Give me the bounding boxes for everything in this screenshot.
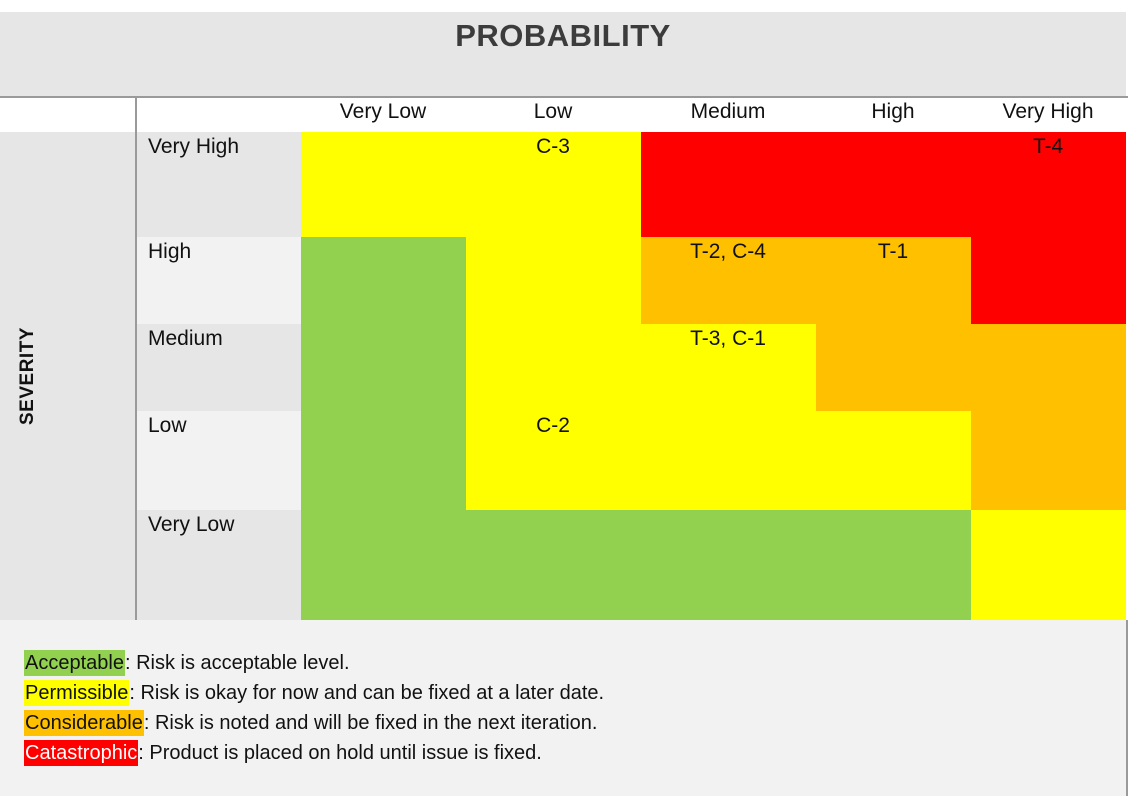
matrix-cell-permissible bbox=[971, 510, 1126, 620]
matrix-cell-acceptable bbox=[641, 510, 816, 620]
matrix-cell-considerable bbox=[971, 324, 1126, 411]
legend-key-considerable: Considerable bbox=[24, 710, 144, 736]
matrix-cell-catastrophic bbox=[641, 132, 816, 237]
severity-row-bg bbox=[137, 237, 301, 324]
severity-row-bg bbox=[137, 324, 301, 411]
matrix-cell-considerable bbox=[816, 324, 971, 411]
legend-key-permissible: Permissible bbox=[24, 680, 130, 706]
risk-id-label: T-3, C-1 bbox=[690, 327, 766, 350]
prob-header-high: High bbox=[871, 100, 915, 123]
matrix-cell-acceptable bbox=[301, 411, 466, 510]
matrix-cell-catastrophic bbox=[816, 132, 971, 237]
severity-label-very-low: Very Low bbox=[148, 513, 235, 536]
risk-id-label: C-2 bbox=[536, 414, 570, 437]
matrix-cell-acceptable bbox=[301, 237, 466, 324]
severity-label-medium: Medium bbox=[148, 327, 223, 350]
legend-description: : Risk is acceptable level. bbox=[124, 652, 350, 674]
severity-row-bg bbox=[137, 411, 301, 510]
probability-title: PROBABILITY bbox=[455, 18, 671, 53]
severity-label-high: High bbox=[148, 240, 192, 263]
severity-row-bg bbox=[137, 510, 301, 620]
header-divider bbox=[0, 96, 1128, 98]
legend-description: : Risk is okay for now and can be fixed … bbox=[129, 682, 605, 704]
prob-header-very-low: Very Low bbox=[339, 100, 427, 123]
severity-column bbox=[0, 132, 135, 620]
matrix-cell-permissible bbox=[466, 411, 641, 510]
matrix-cell-considerable bbox=[971, 411, 1126, 510]
matrix-cell-permissible bbox=[641, 324, 816, 411]
risk-id-label: T-4 bbox=[1032, 135, 1064, 158]
legend-item-acceptable: Acceptable: Risk is acceptable level. bbox=[24, 650, 350, 676]
severity-row-bg bbox=[137, 132, 301, 237]
matrix-cell-considerable bbox=[641, 237, 816, 324]
severity-axis-label: SEVERITY bbox=[17, 327, 38, 425]
legend-description: : Risk is noted and will be fixed in the… bbox=[143, 712, 598, 734]
risk-id-label: T-2, C-4 bbox=[690, 240, 766, 263]
legend-item-permissible: Permissible: Risk is okay for now and ca… bbox=[24, 680, 604, 706]
severity-divider bbox=[135, 96, 137, 620]
prob-header-very-high: Very High bbox=[1002, 100, 1094, 123]
legend-panel bbox=[0, 620, 1126, 796]
severity-label-very-high: Very High bbox=[148, 135, 240, 158]
legend-key-acceptable: Acceptable bbox=[24, 650, 125, 676]
matrix-cell-acceptable bbox=[301, 510, 466, 620]
matrix-cell-permissible bbox=[466, 237, 641, 324]
matrix-cell-acceptable bbox=[466, 510, 641, 620]
risk-id-label: C-3 bbox=[536, 135, 570, 158]
prob-header-low: Low bbox=[533, 100, 573, 123]
matrix-cell-catastrophic bbox=[971, 132, 1126, 237]
matrix-cell-catastrophic bbox=[971, 237, 1126, 324]
prob-header-medium: Medium bbox=[690, 100, 766, 123]
matrix-cell-permissible bbox=[301, 132, 466, 237]
legend-item-considerable: Considerable: Risk is noted and will be … bbox=[24, 710, 597, 736]
legend-description: : Product is placed on hold until issue … bbox=[138, 742, 542, 764]
legend-item-catastrophic: Catastrophic: Product is placed on hold … bbox=[24, 740, 542, 766]
matrix-cell-acceptable bbox=[301, 324, 466, 411]
legend-key-catastrophic: Catastrophic bbox=[24, 740, 139, 766]
title-band bbox=[0, 12, 1126, 96]
risk-id-label: T-1 bbox=[877, 240, 909, 263]
matrix-cell-permissible bbox=[466, 132, 641, 237]
matrix-cell-permissible bbox=[816, 411, 971, 510]
legend-border bbox=[1126, 620, 1128, 796]
severity-label-low: Low bbox=[148, 414, 187, 437]
matrix-cell-permissible bbox=[641, 411, 816, 510]
matrix-cell-permissible bbox=[466, 324, 641, 411]
matrix-cell-acceptable bbox=[816, 510, 971, 620]
matrix-cell-considerable bbox=[816, 237, 971, 324]
